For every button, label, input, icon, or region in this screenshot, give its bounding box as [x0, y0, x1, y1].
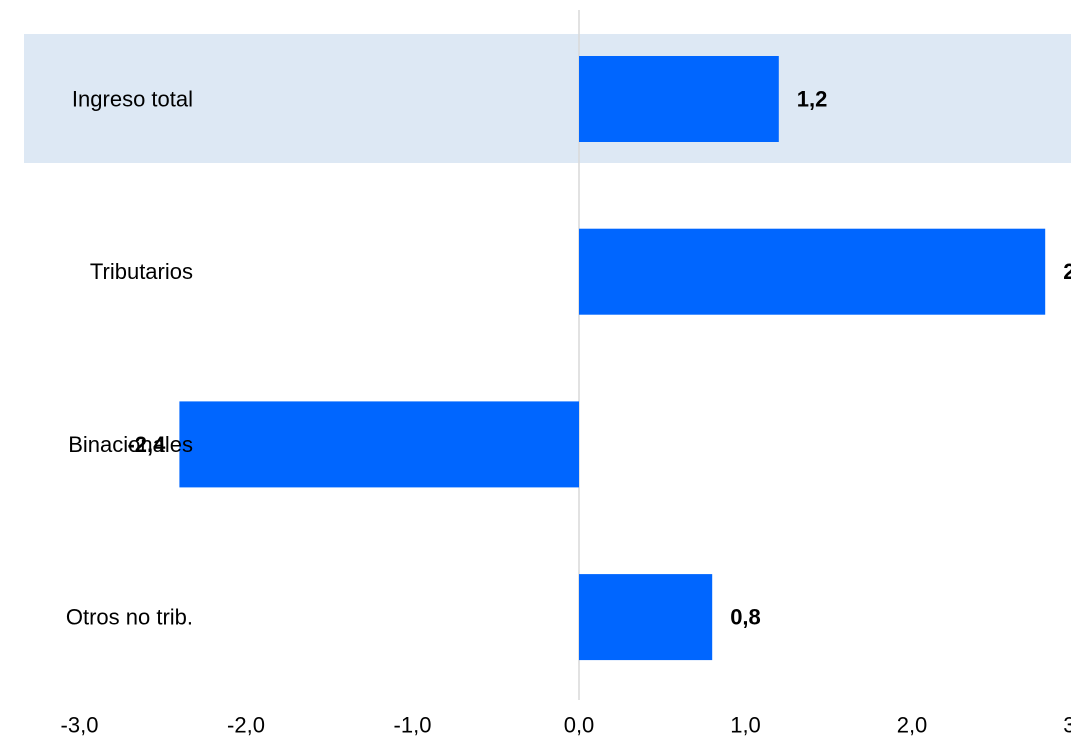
- x-tick-label: -1,0: [394, 713, 432, 738]
- x-tick-label: -2,0: [227, 713, 265, 738]
- highlight-band-layer: [24, 34, 1071, 163]
- highlight-band: [24, 34, 1071, 163]
- x-tick-label: 2,0: [897, 713, 928, 738]
- bar: [579, 574, 713, 661]
- labels-layer: Ingreso total 1,2 Tributarios 2,8 Binacional…: [66, 87, 1071, 630]
- category-label: Tributarios: [90, 259, 193, 284]
- x-axis-ticks-layer: -3,0-2,0-1,00,01,02,03,04,0: [61, 713, 1071, 738]
- data-label: -2,4: [127, 432, 166, 457]
- data-label: 2,8: [1063, 259, 1071, 284]
- bars-layer: [179, 56, 1046, 661]
- bar: [579, 56, 779, 142]
- data-label: 1,2: [797, 87, 828, 112]
- category-label: Binacionales: [68, 432, 193, 457]
- x-tick-label: 0,0: [564, 713, 595, 738]
- x-tick-label: 1,0: [730, 713, 761, 738]
- category-label: Otros no trib.: [66, 605, 193, 630]
- category-label: Ingreso total: [72, 87, 193, 112]
- data-label: 0,8: [730, 605, 761, 630]
- x-tick-label: 3,0: [1063, 713, 1071, 738]
- bar: [579, 228, 1046, 315]
- x-tick-label: -3,0: [61, 713, 99, 738]
- bar: [179, 401, 579, 488]
